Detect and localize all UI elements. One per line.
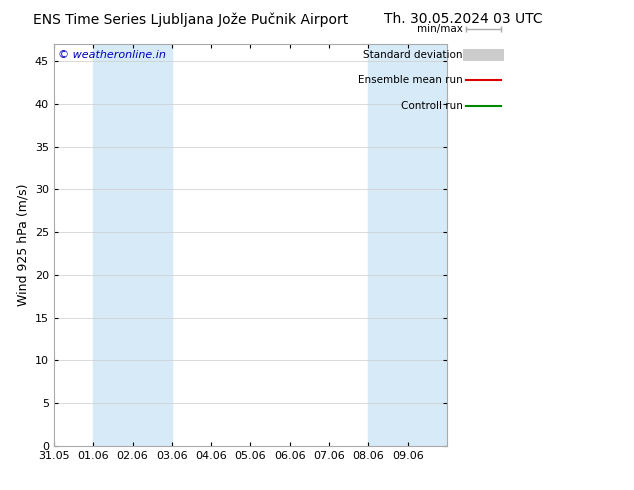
Y-axis label: Wind 925 hPa (m/s): Wind 925 hPa (m/s) [16,184,29,306]
Text: Standard deviation: Standard deviation [363,50,463,60]
Bar [93,44,172,446]
Bar [368,44,447,446]
Text: © weatheronline.in: © weatheronline.in [58,50,165,60]
Text: Ensemble mean run: Ensemble mean run [358,75,463,85]
Text: min/max: min/max [417,24,463,34]
Text: Th. 30.05.2024 03 UTC: Th. 30.05.2024 03 UTC [384,12,542,26]
Text: ENS Time Series Ljubljana Jože Pučnik Airport: ENS Time Series Ljubljana Jože Pučnik Ai… [32,12,348,27]
Text: Controll run: Controll run [401,101,463,111]
